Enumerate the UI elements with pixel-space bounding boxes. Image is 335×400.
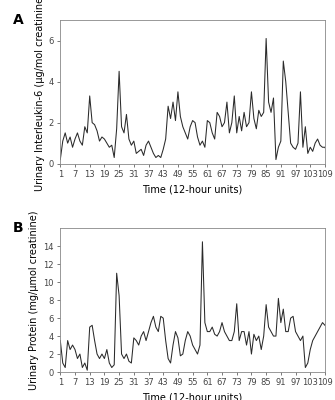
Y-axis label: Urinary Protein (mg/μmol creatinine): Urinary Protein (mg/μmol creatinine) [29,210,40,390]
Y-axis label: Urinary Interleukin-6 (μg/mol creatinine): Urinary Interleukin-6 (μg/mol creatinine… [35,0,45,191]
X-axis label: Time (12-hour units): Time (12-hour units) [142,184,243,194]
Text: A: A [13,13,23,27]
X-axis label: Time (12-hour units): Time (12-hour units) [142,393,243,400]
Text: B: B [13,221,23,235]
